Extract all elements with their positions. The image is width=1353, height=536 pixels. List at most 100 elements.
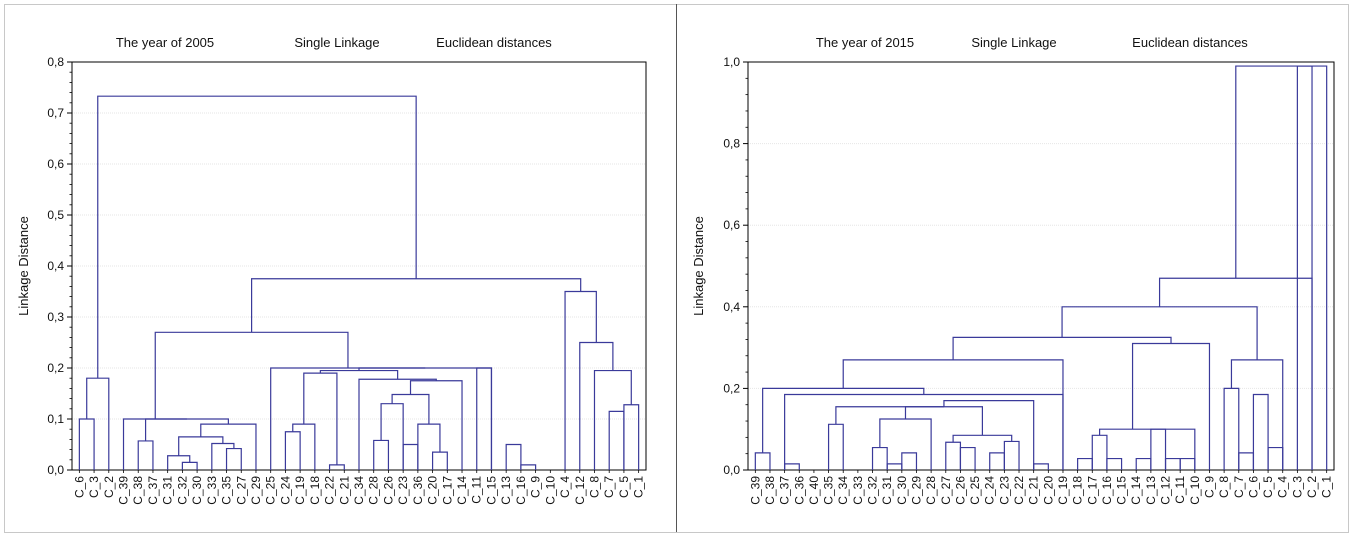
tree-link [901,452,918,470]
chart-title-part: The year of 2015 [816,35,914,50]
y-tick-label: 0,7 [47,106,64,120]
tree-link [1077,457,1093,470]
leaf-label: C_6 [72,476,86,498]
tree-link [904,406,983,436]
leaf-label: C_9 [529,476,543,498]
leaf-label: C_10 [543,476,557,505]
tree-link [373,439,390,470]
leaf-label: C_20 [426,476,440,505]
leaf-label: C_3 [1290,476,1304,498]
dendrogram-links [754,65,1328,470]
tree-link [137,440,154,470]
tree-link [86,377,110,470]
leaf-label: C_12 [1159,476,1173,505]
y-tick-label: 0,1 [47,412,64,426]
leaf-label: C_13 [1144,476,1158,505]
leaf-label: C_25 [968,476,982,505]
leaf-label: C_19 [1056,476,1070,505]
leaf-label: C_34 [836,476,850,505]
y-axis-label: Linkage Distance [16,216,31,316]
tree-link [1091,434,1108,470]
tree-link [181,461,198,470]
tree-link [784,393,1064,470]
tree-link [391,393,430,425]
y-tick-label: 0,0 [723,463,740,477]
leaf-label: C_18 [1071,476,1085,505]
leaf-label: C_32 [175,476,189,505]
chart-title-part: Euclidean distances [1132,35,1248,50]
tree-link [328,464,345,470]
tree-link [1267,446,1284,470]
leaf-label: C_35 [822,476,836,505]
leaf-label: C_5 [617,476,631,498]
leaf-label: C_15 [1115,476,1129,505]
plot-frame [747,61,1335,471]
tree-link [835,406,944,425]
tree-link [505,443,522,470]
chart-title-part: Euclidean distances [436,35,552,50]
tree-link [431,451,448,470]
tree-link [402,443,419,470]
leaf-label: C_6 [1246,476,1260,498]
tree-link [1003,440,1020,470]
leaf-label: C_21 [337,476,351,505]
leaf-label: C_22 [1012,476,1026,505]
y-tick-label: 0,6 [723,218,740,232]
tree-link [358,367,493,470]
leaf-label: C_8 [1217,476,1231,498]
leaf-label: C_1 [632,476,646,498]
y-tick-label: 0,4 [47,259,64,273]
leaf-label: C_18 [308,476,322,505]
y-tick-label: 0,6 [47,157,64,171]
leaf-label: C_38 [763,476,777,505]
leaf-label: C_13 [499,476,513,505]
tree-link [1131,342,1211,470]
tree-link [579,341,614,470]
leaf-label: C_20 [1041,476,1055,505]
leaf-label: C_36 [411,476,425,505]
tree-link [754,452,771,470]
leaf-label: C_24 [278,476,292,505]
tree-link [623,404,640,470]
chart-title-part: The year of 2005 [116,35,214,50]
dendrogram-links [78,95,640,470]
tree-link [200,423,257,470]
tree-link [292,423,316,470]
tree-link [178,436,224,456]
tree-link [284,431,301,470]
leaf-label: C_33 [205,476,219,505]
leaf-label: C_2 [102,476,116,498]
leaf-label: C_11 [470,476,484,504]
leaf-label: C_30 [190,476,204,505]
tree-link [1223,387,1240,470]
tree-link [1235,65,1328,470]
leaf-label: C_39 [748,476,762,505]
y-axis-label: Linkage Distance [691,216,706,316]
y-tick-label: 0,8 [723,137,740,151]
chart-panel-1: 0,0 0,1 0,2 0,3 0,4 0,5 0,6 0,7 0,8 The year of 2… [16,35,647,505]
tree-link [952,336,1172,360]
chart-title-part: Single Linkage [294,35,379,50]
tree-link [270,367,426,470]
chart-title-part: Single Linkage [971,35,1056,50]
tree-link [1099,428,1167,470]
tree-link [251,278,582,333]
leaf-label: C_8 [587,476,601,498]
tree-link [959,446,976,470]
tree-link [886,463,903,470]
tree-link [225,447,242,470]
y-tick-label: 0,0 [47,463,64,477]
tree-link [1164,457,1181,470]
leaf-label: C_7 [602,476,616,498]
leaf-label: C_14 [455,476,469,505]
tree-link [78,418,95,470]
leaf-label: C_23 [396,476,410,505]
tree-link [1296,65,1313,470]
leaf-label: C_27 [939,476,953,505]
tree-link [989,452,1005,470]
leaf-label: C_11 [1173,476,1187,504]
leaf-label: C_35 [220,476,234,505]
leaf-label: C_19 [293,476,307,505]
leaf-label: C_28 [924,476,938,505]
leaf-label: C_31 [161,476,175,505]
